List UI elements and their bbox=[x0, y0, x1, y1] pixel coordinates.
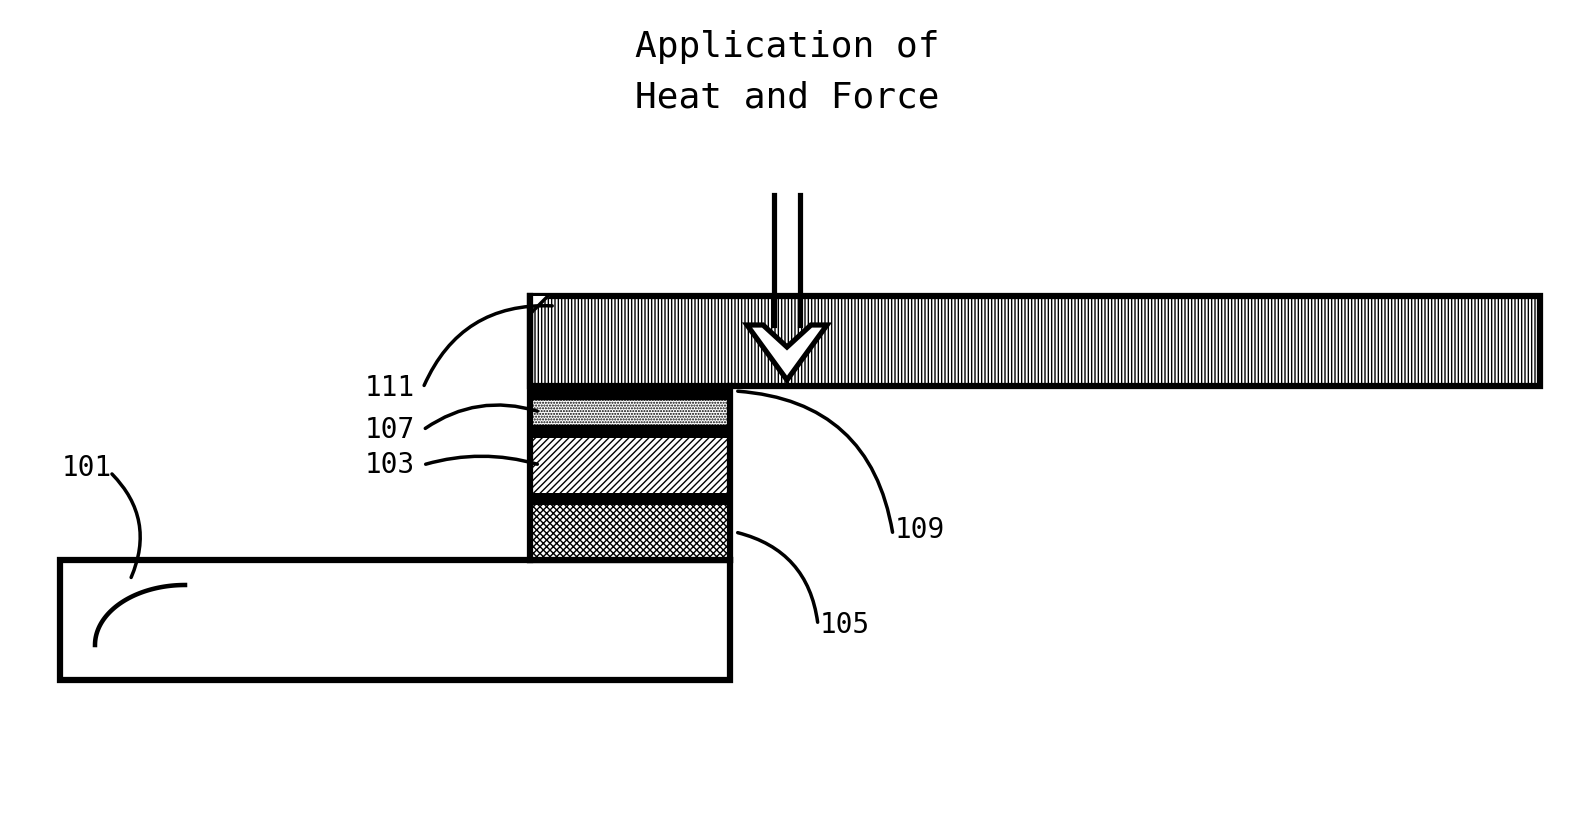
Bar bbox=[530, 438, 730, 493]
Text: 105: 105 bbox=[820, 611, 870, 639]
Text: 111: 111 bbox=[365, 374, 416, 402]
Text: 109: 109 bbox=[896, 516, 946, 544]
Bar bbox=[530, 505, 730, 560]
Polygon shape bbox=[748, 325, 826, 380]
Bar bbox=[530, 398, 730, 426]
Polygon shape bbox=[530, 296, 549, 316]
Text: Application of
Heat and Force: Application of Heat and Force bbox=[634, 30, 940, 114]
Text: 107: 107 bbox=[365, 416, 416, 444]
Bar bbox=[60, 560, 730, 680]
Bar bbox=[530, 296, 1539, 386]
Bar bbox=[530, 426, 730, 438]
Bar bbox=[530, 386, 730, 398]
Bar bbox=[530, 296, 1539, 386]
Bar bbox=[530, 493, 730, 505]
Text: 101: 101 bbox=[61, 454, 112, 482]
Bar bbox=[530, 398, 730, 426]
Bar bbox=[530, 438, 730, 493]
Text: 103: 103 bbox=[365, 451, 416, 479]
Bar bbox=[530, 505, 730, 560]
